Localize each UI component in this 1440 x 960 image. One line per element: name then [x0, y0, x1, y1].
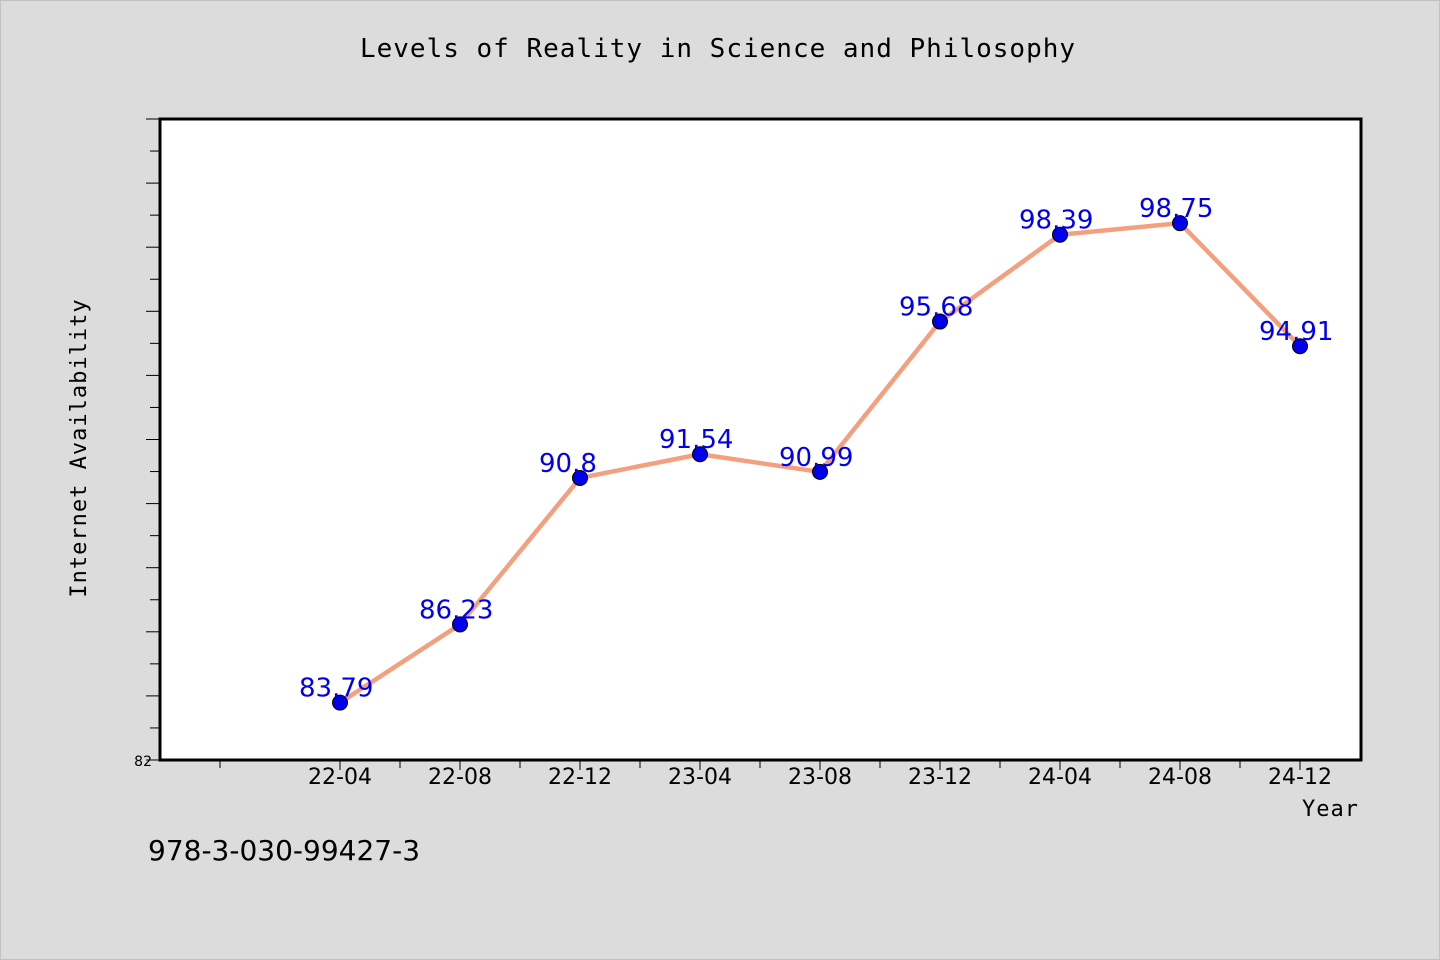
data-point: [692, 446, 708, 463]
data-label: 95.68: [899, 293, 973, 323]
x-tick-label: 23-12: [908, 765, 972, 790]
data-label: 90.99: [779, 443, 853, 473]
data-point: [1052, 226, 1068, 243]
data-label: 83.79: [299, 674, 373, 704]
data-point: [572, 469, 588, 486]
data-label: 91.54: [659, 425, 733, 455]
x-tick-label: 24-04: [1028, 765, 1092, 790]
series-group: 83.79 86.23 90.8 91.54 90.99 95.68 98.39 98.75 9…: [299, 194, 1333, 711]
chart-title: Levels of Reality in Science and Philoso…: [359, 34, 1077, 64]
data-point: [452, 616, 468, 633]
isbn-text: 978-3-030-99427-3: [148, 834, 421, 867]
x-tick-label: 22-12: [548, 765, 612, 790]
data-label: 90.8: [539, 449, 597, 479]
x-tick-label: 23-08: [788, 765, 852, 790]
x-tick-label: 23-04: [668, 765, 732, 790]
x-tick-label: 22-08: [428, 765, 492, 790]
data-label: 94.91: [1259, 317, 1333, 347]
y-tick-label: 82: [134, 754, 152, 770]
x-tick-label: 24-08: [1148, 765, 1212, 790]
x-axis-label: Year: [1302, 797, 1359, 822]
y-axis-ticks: [146, 118, 160, 761]
x-tick-labels: 22-04 22-08 22-12 23-04 23-08 23-12 24-04 24-08…: [308, 765, 1332, 790]
y-axis-label: Internet Availability: [67, 298, 92, 597]
data-point: [332, 694, 348, 711]
data-label: 98.75: [1139, 194, 1213, 224]
x-tick-label: 24-12: [1268, 765, 1332, 790]
x-tick-label: 22-04: [308, 765, 372, 790]
data-point: [932, 313, 948, 330]
data-point: [812, 463, 828, 480]
data-label: 98.39: [1019, 206, 1093, 236]
data-point: [1292, 338, 1308, 355]
data-point: [1172, 215, 1188, 232]
data-label: 86.23: [419, 595, 493, 625]
x-axis-ticks: [219, 760, 1301, 770]
